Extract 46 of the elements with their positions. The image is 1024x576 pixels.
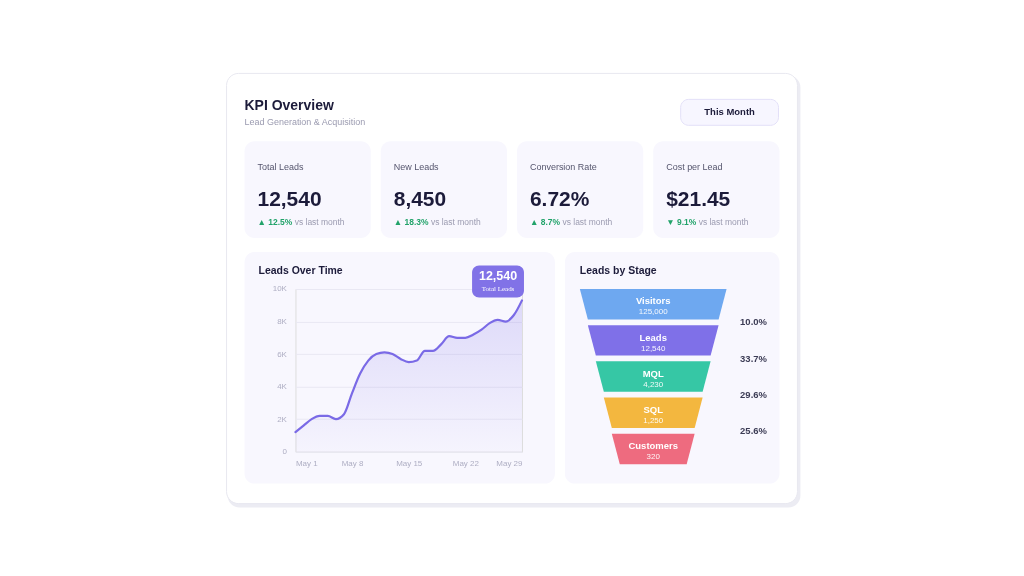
category-label: MQL — [642, 367, 664, 379]
text: vs last month — [430, 217, 482, 228]
text: Lead Generation & Acquisition — [244, 117, 366, 128]
text: New Leads — [393, 162, 440, 173]
text: 4,230 — [643, 379, 664, 389]
text: Cost per Lead — [666, 162, 723, 173]
text: 8,450 — [393, 187, 447, 211]
text: vs last month — [562, 217, 613, 228]
text: ▲ 12.5% — [257, 217, 293, 228]
text: Leads by Stage — [579, 265, 657, 277]
category-label: Customers — [628, 440, 678, 452]
text: This Month — [704, 106, 756, 118]
y-tick-label: 8K — [277, 317, 288, 327]
x-tick-label: May 22 — [452, 459, 480, 469]
x-tick-label: May 8 — [341, 459, 364, 469]
y-tick-label: 10K — [272, 284, 288, 294]
text: 6.72% — [529, 187, 590, 211]
text: 125,000 — [638, 307, 668, 317]
text: KPI Overview — [244, 97, 334, 114]
text: Total Leads — [257, 162, 304, 173]
text: 25.6% — [740, 424, 768, 436]
text: ▲ 8.7% — [529, 217, 561, 228]
text: 1,250 — [643, 415, 664, 425]
category-label: SQL — [643, 404, 664, 416]
category-label: Visitors — [635, 295, 671, 307]
text: ▼ 9.1% — [666, 217, 697, 228]
text: 320 — [646, 452, 660, 462]
annotation: 12,540 — [478, 269, 518, 284]
x-tick-label: May 29 — [496, 459, 524, 469]
text: 33.7% — [740, 352, 768, 364]
text: Conversion Rate — [529, 162, 597, 173]
text: 10.0% — [740, 316, 768, 328]
text: ▲ 18.3% — [393, 217, 429, 228]
y-tick-label: 4K — [277, 382, 288, 392]
x-tick-label: May 15 — [396, 459, 423, 469]
text: $21.45 — [666, 187, 731, 211]
y-tick-label: 2K — [277, 414, 288, 424]
text: vs last month — [294, 217, 345, 228]
text: 12,540 — [641, 343, 666, 353]
chart-title: Leads Over Time — [258, 265, 343, 277]
x-tick-label: May 1 — [295, 459, 319, 469]
y-tick-label: 6K — [277, 349, 288, 359]
text: 12,540 — [257, 187, 322, 211]
category-label: Leads — [639, 331, 667, 343]
text: 29.6% — [740, 388, 768, 400]
text: vs last month — [698, 217, 749, 228]
